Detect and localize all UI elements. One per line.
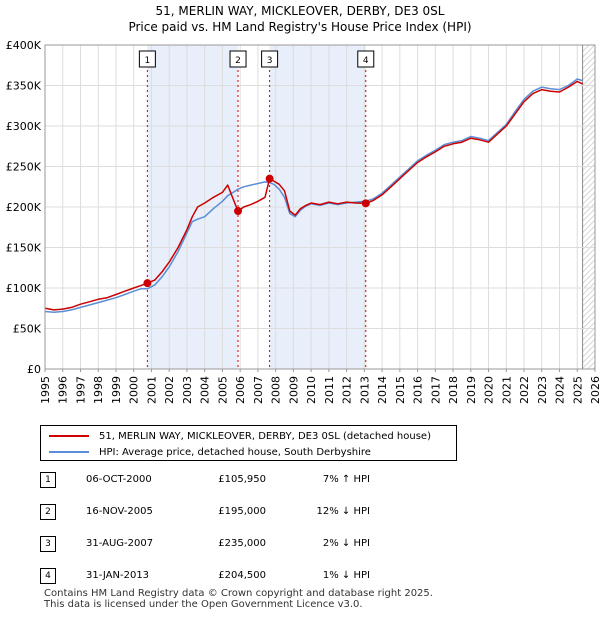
sale-point	[143, 279, 152, 288]
sale-number-label: 3	[267, 56, 273, 66]
x-tick-label: 2017	[429, 376, 442, 404]
sale-price: £105,950	[218, 474, 266, 485]
sale-number-box	[357, 50, 375, 68]
sale-number-box	[229, 50, 247, 68]
x-tick-label: 1998	[92, 376, 105, 404]
sale-row: 4 31-JAN-2013 £204,500 1% ↓ HPI	[40, 568, 440, 584]
x-tick-label: 2011	[323, 376, 336, 404]
y-tick-label: £400K	[6, 39, 42, 52]
plot-frame	[44, 44, 596, 370]
sale-number-label: 2	[235, 56, 241, 66]
property-line-swatch	[49, 435, 89, 437]
x-tick-label: 2015	[394, 376, 407, 404]
x-tick-label: 2007	[252, 376, 265, 404]
sale-hpi-diff: 7% ↑ HPI	[322, 474, 370, 485]
sale-date: 16-NOV-2005	[86, 506, 153, 517]
legend-property: 51, MERLIN WAY, MICKLEOVER, DERBY, DE3 0…	[49, 428, 431, 444]
sale-date: 06-OCT-2000	[86, 474, 152, 485]
sale-hpi-diff: 1% ↓ HPI	[322, 570, 370, 581]
legend-property-label: 51, MERLIN WAY, MICKLEOVER, DERBY, DE3 0…	[99, 430, 431, 442]
sale-point	[234, 207, 243, 216]
sale-number-badge: 3	[40, 536, 56, 552]
sale-date: 31-AUG-2007	[86, 538, 154, 549]
legend-hpi-label: HPI: Average price, detached house, Sout…	[99, 446, 371, 458]
chart-legend: 51, MERLIN WAY, MICKLEOVER, DERBY, DE3 0…	[40, 425, 457, 461]
x-tick-label: 2018	[447, 376, 460, 404]
x-tick-label: 2010	[305, 376, 318, 404]
x-tick-label: 2023	[536, 376, 549, 404]
hpi-line	[44, 78, 583, 314]
y-tick-label: £200K	[6, 201, 42, 214]
sale-number-label: 1	[145, 56, 151, 66]
x-tick-label: 2006	[234, 376, 247, 404]
x-tick-label: 2026	[589, 376, 600, 404]
x-tick-label: 2019	[465, 376, 478, 404]
sale-number-badge: 1	[40, 472, 56, 488]
chart-subtitle: Price paid vs. HM Land Registry's House …	[128, 20, 472, 34]
x-tick-label: 2022	[518, 376, 531, 404]
y-tick-label: £100K	[6, 282, 42, 295]
x-tick-label: 2005	[216, 376, 229, 404]
sale-row: 1 06-OCT-2000 £105,950 7% ↑ HPI	[40, 472, 440, 488]
legend-hpi: HPI: Average price, detached house, Sout…	[49, 444, 371, 460]
sale-price: £235,000	[218, 538, 266, 549]
sale-hpi-diff: 12% ↓ HPI	[316, 506, 370, 517]
chart-title: 51, MERLIN WAY, MICKLEOVER, DERBY, DE3 0…	[155, 4, 445, 18]
sale-price: £195,000	[218, 506, 266, 517]
sale-hpi-diff: 2% ↓ HPI	[322, 538, 370, 549]
price-chart: 1 2 3 4 £0 £50K £100K £150K £200K £250K £300K £350K…	[6, 39, 600, 404]
sale-point	[361, 199, 370, 208]
sale-number-box	[138, 50, 156, 68]
sale-row: 3 31-AUG-2007 £235,000 2% ↓ HPI	[40, 536, 440, 552]
x-tick-label: 2014	[376, 376, 389, 404]
x-tick-label: 2001	[145, 376, 158, 404]
x-tick-label: 2016	[412, 376, 425, 404]
y-tick-label: £50K	[13, 323, 42, 336]
x-tick-label: 2013	[358, 376, 371, 404]
sale-number-badge: 4	[40, 568, 56, 584]
x-tick-label: 1997	[74, 376, 87, 404]
y-tick-label: £250K	[6, 161, 42, 174]
x-tick-label: 2009	[287, 376, 300, 404]
x-tick-label: 2008	[270, 376, 283, 404]
x-tick-label: 2003	[181, 376, 194, 404]
x-tick-label: 1996	[57, 376, 70, 404]
y-tick-label: £150K	[6, 242, 42, 255]
sale-date: 31-JAN-2013	[86, 570, 150, 581]
x-tick-label: 2012	[341, 376, 354, 404]
sale-number-box	[261, 50, 279, 68]
x-tick-label: 2000	[128, 376, 141, 404]
footer-licence: This data is licensed under the Open Gov…	[44, 599, 363, 610]
x-tick-label: 2024	[554, 376, 567, 404]
y-tick-label: £0	[27, 363, 41, 376]
sale-number-badge: 2	[40, 504, 56, 520]
x-tick-label: 2021	[500, 376, 513, 404]
x-tick-label: 2025	[571, 376, 584, 404]
x-tick-label: 1999	[110, 376, 123, 404]
x-tick-label: 2004	[199, 376, 212, 404]
x-tick-label: 2020	[483, 376, 496, 404]
hpi-line-swatch	[49, 451, 89, 453]
sale-number-label: 4	[363, 56, 369, 66]
footer-copyright: Contains HM Land Registry data © Crown c…	[44, 588, 433, 599]
y-tick-label: £350K	[6, 80, 42, 93]
sale-price: £204,500	[218, 570, 266, 581]
y-tick-label: £300K	[6, 120, 42, 133]
sale-row: 2 16-NOV-2005 £195,000 12% ↓ HPI	[40, 504, 440, 520]
x-tick-label: 1995	[39, 376, 52, 404]
sale-point	[265, 174, 274, 183]
x-tick-label: 2002	[163, 376, 176, 404]
